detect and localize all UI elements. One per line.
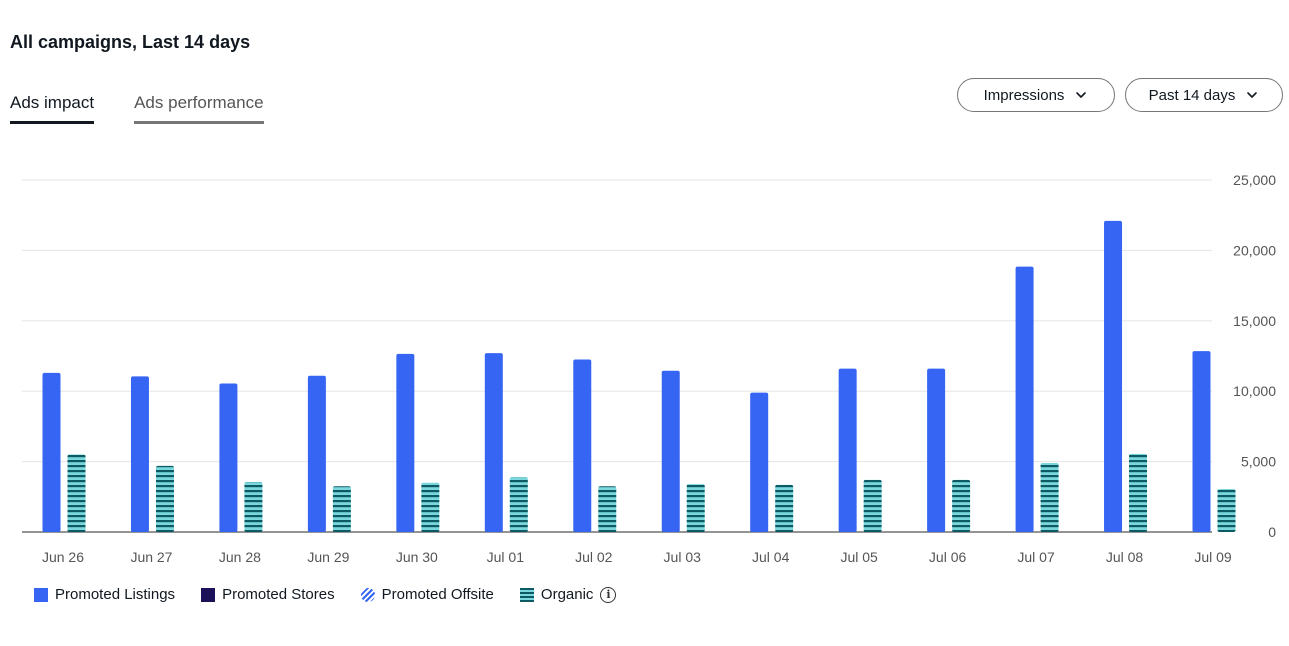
legend-swatch-promoted-offsite bbox=[360, 587, 375, 602]
y-tick-label: 10,000 bbox=[1233, 383, 1276, 399]
bar-promoted-listings[interactable] bbox=[573, 359, 592, 532]
chevron-down-icon bbox=[1247, 92, 1258, 98]
bar-promoted-listings[interactable] bbox=[307, 375, 326, 532]
tab-ads-impact[interactable]: Ads impact bbox=[10, 93, 95, 124]
x-tick-label: Jun 28 bbox=[219, 549, 261, 565]
chart-labels: 0 5,000 10,000 15,000 20,000 25,000 Jun 26 Jun … bbox=[42, 172, 1276, 565]
y-tick-label: 15,000 bbox=[1233, 313, 1276, 329]
x-tick-label: Jul 02 bbox=[575, 549, 613, 565]
bar-promoted-listings[interactable] bbox=[750, 392, 769, 532]
info-icon[interactable]: i bbox=[600, 586, 617, 603]
bar-organic[interactable] bbox=[952, 479, 971, 532]
y-tick-label: 0 bbox=[1268, 524, 1276, 540]
legend-label: Promoted Stores bbox=[222, 586, 335, 603]
legend-item-organic[interactable]: Organic i bbox=[519, 586, 617, 603]
bar-promoted-listings[interactable] bbox=[1192, 351, 1211, 532]
chart-bars bbox=[42, 220, 1236, 532]
chart-legend: Promoted Listings Promoted Stores Promot… bbox=[34, 586, 617, 603]
legend-swatch-promoted-stores bbox=[201, 587, 216, 602]
legend-label: Organic bbox=[540, 586, 594, 603]
metric-dropdown-label: Impressions bbox=[983, 86, 1065, 104]
legend-swatch-organic bbox=[519, 587, 534, 602]
x-tick-label: Jun 29 bbox=[307, 549, 349, 565]
bar-organic[interactable] bbox=[598, 486, 617, 532]
x-tick-label: Jun 26 bbox=[42, 549, 84, 565]
x-tick-label: Jul 07 bbox=[1017, 549, 1055, 565]
bar-promoted-listings[interactable] bbox=[42, 372, 61, 532]
bar-organic[interactable] bbox=[1129, 453, 1148, 532]
x-tick-label: Jul 03 bbox=[664, 549, 702, 565]
x-tick-label: Jul 01 bbox=[487, 549, 525, 565]
y-tick-label: 20,000 bbox=[1233, 242, 1276, 258]
bar-organic[interactable] bbox=[421, 482, 440, 532]
bar-promoted-listings[interactable] bbox=[927, 368, 946, 532]
bar-promoted-listings[interactable] bbox=[1015, 266, 1034, 532]
legend-item-promoted-listings[interactable]: Promoted Listings bbox=[34, 586, 175, 603]
chart-controls: Impressions Past 14 days bbox=[957, 78, 1283, 112]
bar-organic[interactable] bbox=[686, 484, 705, 532]
x-tick-label: Jul 05 bbox=[840, 549, 878, 565]
x-tick-label: Jun 30 bbox=[396, 549, 438, 565]
bar-promoted-listings[interactable] bbox=[1104, 220, 1123, 532]
date-range-dropdown-label: Past 14 days bbox=[1148, 86, 1236, 104]
bar-promoted-listings[interactable] bbox=[219, 383, 238, 532]
bar-promoted-listings[interactable] bbox=[484, 353, 503, 532]
legend-item-promoted-stores[interactable]: Promoted Stores bbox=[201, 586, 335, 603]
bar-organic[interactable] bbox=[244, 482, 263, 532]
y-tick-label: 5,000 bbox=[1241, 454, 1276, 470]
legend-item-promoted-offsite[interactable]: Promoted Offsite bbox=[360, 586, 494, 603]
bar-promoted-listings[interactable] bbox=[130, 376, 149, 532]
metric-dropdown[interactable]: Impressions bbox=[957, 78, 1115, 112]
legend-label: Promoted Offsite bbox=[381, 586, 494, 603]
bar-promoted-listings[interactable] bbox=[396, 353, 415, 532]
legend-label: Promoted Listings bbox=[55, 586, 176, 603]
impressions-bar-chart: 0 5,000 10,000 15,000 20,000 25,000 Jun 26 Jun … bbox=[22, 172, 1276, 565]
x-tick-label: Jun 27 bbox=[130, 549, 172, 565]
bar-organic[interactable] bbox=[332, 486, 351, 532]
legend-swatch-promoted-listings bbox=[34, 587, 48, 602]
y-tick-label: 25,000 bbox=[1233, 172, 1276, 188]
bar-promoted-listings[interactable] bbox=[661, 370, 680, 532]
tab-ads-performance[interactable]: Ads performance bbox=[134, 93, 264, 124]
tab-bar: Ads impact Ads performance bbox=[10, 93, 264, 124]
x-tick-label: Jul 09 bbox=[1194, 549, 1232, 565]
x-tick-label: Jul 06 bbox=[929, 549, 967, 565]
bar-organic[interactable] bbox=[155, 465, 174, 532]
x-tick-label: Jul 04 bbox=[752, 549, 790, 565]
bar-organic[interactable] bbox=[1040, 463, 1059, 532]
bar-promoted-listings[interactable] bbox=[838, 368, 857, 532]
page-title: All campaigns, Last 14 days bbox=[10, 32, 251, 52]
bar-organic[interactable] bbox=[67, 454, 86, 532]
chevron-down-icon bbox=[1076, 92, 1087, 98]
bar-organic[interactable] bbox=[863, 479, 882, 532]
bar-organic[interactable] bbox=[509, 477, 528, 532]
x-tick-label: Jul 08 bbox=[1106, 549, 1144, 565]
bar-organic[interactable] bbox=[1217, 489, 1236, 532]
bar-organic[interactable] bbox=[775, 484, 794, 532]
date-range-dropdown[interactable]: Past 14 days bbox=[1125, 78, 1283, 112]
